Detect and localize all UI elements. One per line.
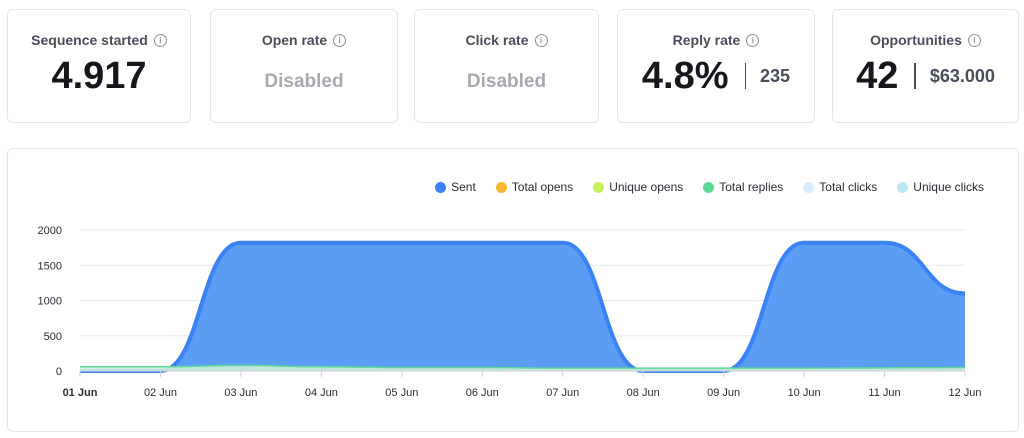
info-icon[interactable]: i: [967, 33, 981, 47]
legend-item-total-clicks[interactable]: Total clicks: [803, 180, 877, 194]
stat-cards: Sequence started i 4.917 Open rate i Dis…: [7, 9, 1019, 125]
x-tick-label: 11 Jun: [868, 387, 900, 399]
legend-label: Unique opens: [609, 180, 684, 194]
card-value: 4.8%: [641, 55, 729, 97]
card-value: 4.917: [51, 55, 147, 97]
x-tick-label: 10 Jun: [788, 387, 821, 399]
card-opportunities: Opportunities i 42 $63.000: [832, 9, 1019, 123]
card-reply-rate: Reply rate i 4.8% 235: [617, 9, 815, 123]
legend-label: Total opens: [511, 180, 574, 194]
legend-dot: [803, 181, 815, 193]
legend-item-unique-opens[interactable]: Unique opens: [593, 180, 683, 194]
x-tick-label: 06 Jun: [466, 387, 499, 399]
y-tick-label: 0: [56, 366, 62, 378]
info-icon[interactable]: i: [534, 33, 548, 47]
x-tick-label: 12 Jun: [948, 387, 981, 399]
x-tick-label: 02 Jun: [144, 387, 177, 399]
x-tick-label: 05 Jun: [385, 387, 418, 399]
x-tick-label: 01 Jun: [63, 387, 98, 399]
legend-dot: [593, 181, 605, 193]
card-title: Opportunities: [870, 32, 962, 48]
y-tick-label: 500: [44, 331, 62, 343]
card-secondary-value: 235: [760, 66, 791, 86]
legend-dot: [435, 181, 447, 193]
legend-label: Total replies: [719, 180, 784, 194]
card-open-rate: Open rate i Disabled: [210, 9, 398, 123]
info-icon[interactable]: i: [333, 33, 347, 47]
card-sequence-started: Sequence started i 4.917: [7, 9, 191, 123]
legend-item-total-opens[interactable]: Total opens: [495, 180, 574, 194]
y-tick-label: 1500: [38, 260, 62, 272]
x-tick-label: 09 Jun: [707, 387, 740, 399]
legend-dot: [703, 181, 715, 193]
series-total-replies-line: [80, 364, 966, 369]
y-tick-label: 2000: [38, 225, 62, 237]
x-tick-label: 03 Jun: [224, 387, 257, 399]
divider: [744, 63, 747, 89]
x-tick-label: 04 Jun: [305, 387, 338, 399]
card-value: Disabled: [466, 71, 547, 92]
card-click-rate: Click rate i Disabled: [414, 9, 599, 123]
legend-label: Total clicks: [819, 180, 878, 194]
legend-label: Unique clicks: [913, 180, 984, 194]
info-icon[interactable]: i: [153, 33, 167, 47]
chart-legend: Sent Total opens Unique opens Total repl…: [415, 180, 984, 194]
legend-dot: [495, 181, 507, 193]
x-tick-label: 08 Jun: [627, 387, 660, 399]
card-title: Open rate: [261, 32, 328, 48]
legend-item-unique-clicks[interactable]: Unique clicks: [897, 180, 984, 194]
y-tick-label: 1000: [38, 296, 62, 308]
card-value: Disabled: [264, 71, 344, 92]
card-title: Reply rate: [672, 32, 741, 48]
card-secondary-value: $63.000: [929, 66, 995, 86]
card-title: Sequence started: [31, 32, 148, 48]
x-tick-label: 07 Jun: [546, 387, 579, 399]
info-icon[interactable]: i: [746, 33, 760, 47]
divider: [914, 63, 916, 89]
card-value: 42: [856, 55, 899, 97]
legend-label: Sent: [451, 180, 476, 194]
series-sent-area: [80, 242, 965, 371]
legend-item-total-replies[interactable]: Total replies: [703, 180, 783, 194]
card-title: Click rate: [465, 32, 529, 48]
legend-item-sent[interactable]: Sent: [435, 180, 476, 194]
series-sent-line: [79, 240, 966, 374]
legend-dot: [897, 181, 909, 193]
